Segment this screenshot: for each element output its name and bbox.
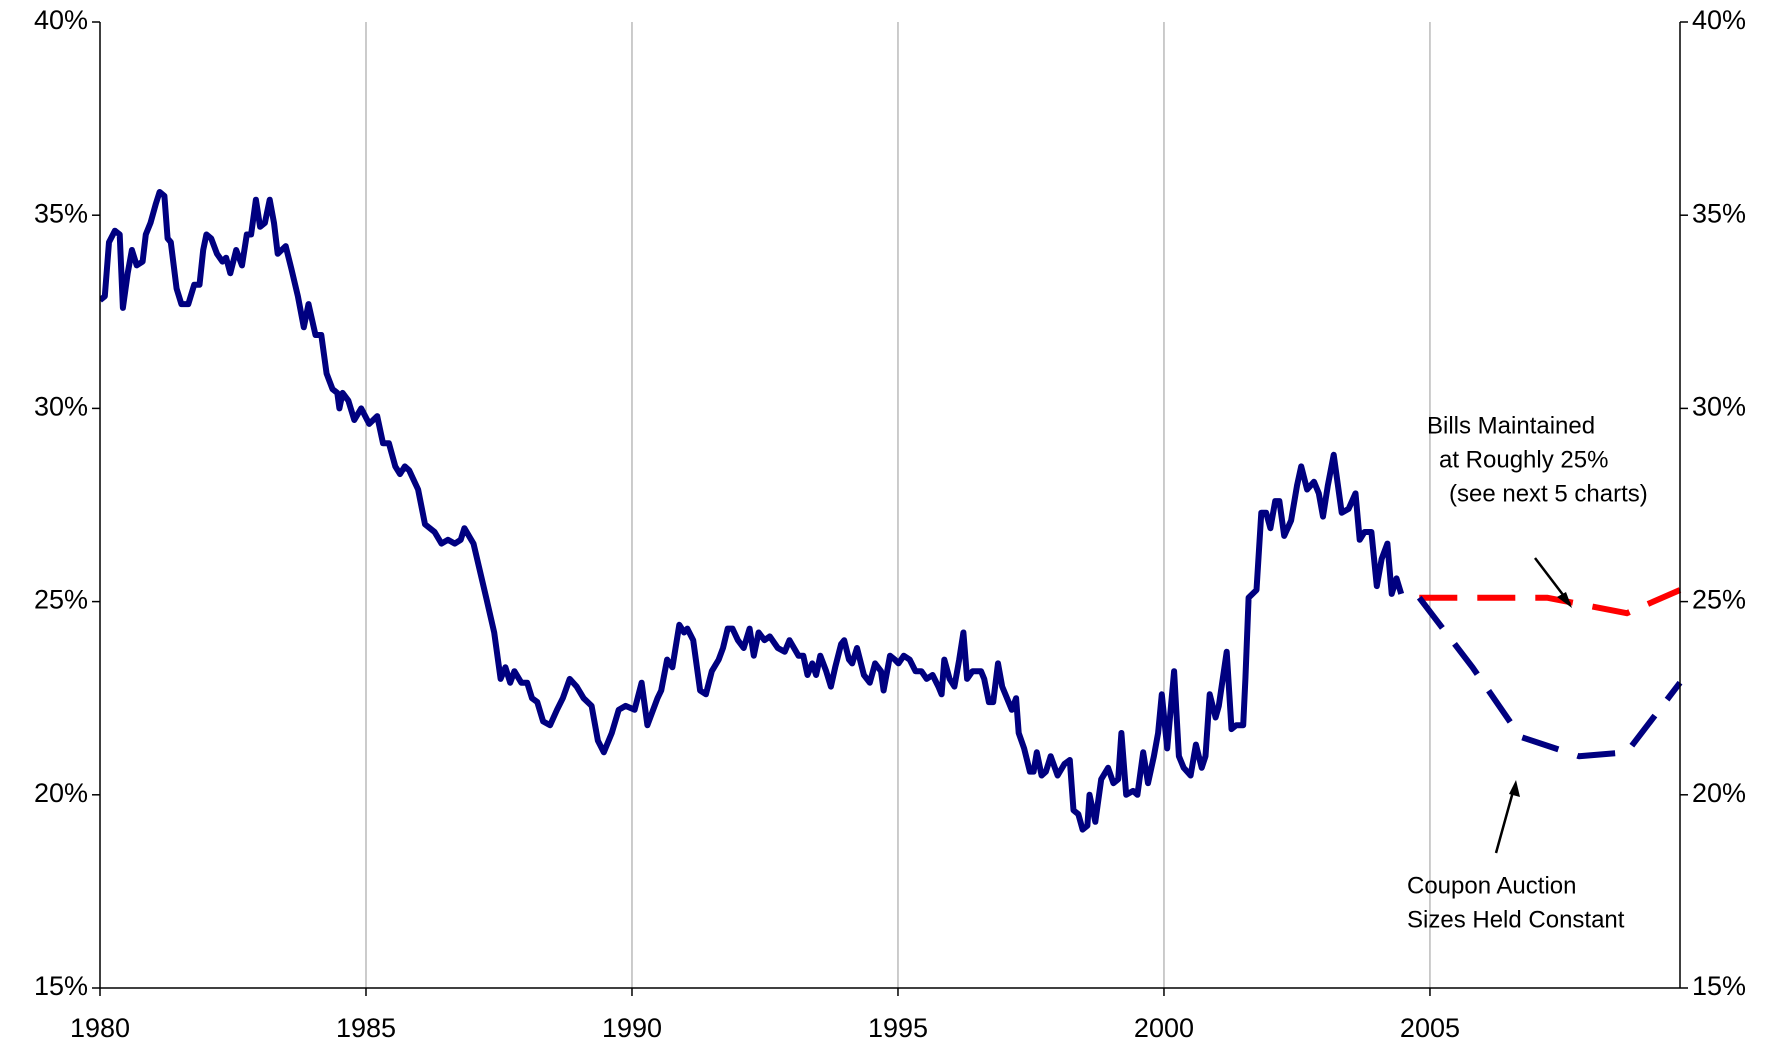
y-tick-label: 40% [34,5,88,35]
axes: 1980 1985 1990 1995 2000 2005 15% 20% 25% 30% 35% 4… [34,5,1746,1043]
y-tick-label: 15% [34,971,88,1001]
series-layer [100,189,1683,833]
annotation-text: Coupon Auction [1407,872,1576,899]
x-tick-label: 2000 [1134,1013,1194,1043]
line-series [1419,587,1682,617]
annotation-text: (see next 5 charts) [1449,480,1648,507]
x-tick-label: 1995 [868,1013,928,1043]
arrow-head [1557,592,1572,608]
x-tick-label: 1980 [70,1013,130,1043]
x-tick-label: 1985 [336,1013,396,1043]
y2-tick-label: 20% [1692,778,1746,808]
annotations: Bills Maintained at Roughly 25% (see next … [1407,412,1648,933]
y2-tick-label: 30% [1692,392,1746,422]
y2-tick-label: 15% [1692,971,1746,1001]
annotation-text: Bills Maintained [1427,412,1595,439]
annotation-text: Sizes Held Constant [1407,906,1625,933]
line-series [100,189,1405,833]
y-tick-label: 20% [34,778,88,808]
y-tick-label: 35% [34,198,88,228]
arrow-head [1509,780,1520,797]
y-tick-label: 30% [34,392,88,422]
annotation-arrow [1494,787,1516,854]
line-series [1416,595,1683,760]
annotation-text: at Roughly 25% [1439,446,1608,473]
y2-tick-label: 35% [1692,198,1746,228]
y2-tick-label: 25% [1692,585,1746,615]
x-tick-label: 2005 [1400,1013,1460,1043]
x-tick-label: 1990 [602,1013,662,1043]
y2-tick-label: 40% [1692,5,1746,35]
y-tick-label: 25% [34,585,88,615]
